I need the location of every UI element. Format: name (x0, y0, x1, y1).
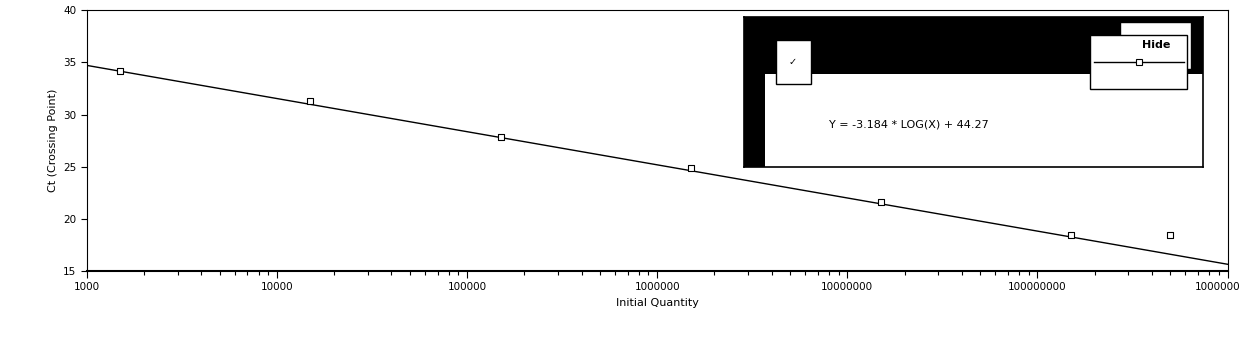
Bar (744, 17, 765, 167)
Text: Hide: Hide (1142, 40, 1171, 50)
Bar (765, 74, 1203, 167)
Bar (765, 17, 1203, 74)
Point (1161, 232, 1180, 238)
Bar (1120, 22, 1192, 69)
Point (300, 98, 320, 104)
Y-axis label: Ct (Crossing Point): Ct (Crossing Point) (47, 89, 57, 192)
Point (1061, 232, 1081, 238)
Bar (1090, 35, 1187, 89)
Text: R2: 0.999: R2: 0.999 (849, 57, 904, 67)
Text: Eff = 106.1 %: Eff = 106.1 % (978, 57, 1055, 67)
Point (491, 135, 511, 140)
Bar (776, 40, 811, 85)
Text: Y = -3.184 * LOG(X) + 44.27: Y = -3.184 * LOG(X) + 44.27 (828, 120, 988, 130)
Point (110, 68, 130, 74)
Point (870, 199, 890, 205)
Text: FAM: FAM (776, 39, 805, 52)
Point (681, 165, 701, 170)
X-axis label: Initial Quantity: Initial Quantity (616, 298, 698, 308)
Text: ✓: ✓ (789, 57, 797, 67)
Text: 1: 1 (828, 57, 836, 67)
